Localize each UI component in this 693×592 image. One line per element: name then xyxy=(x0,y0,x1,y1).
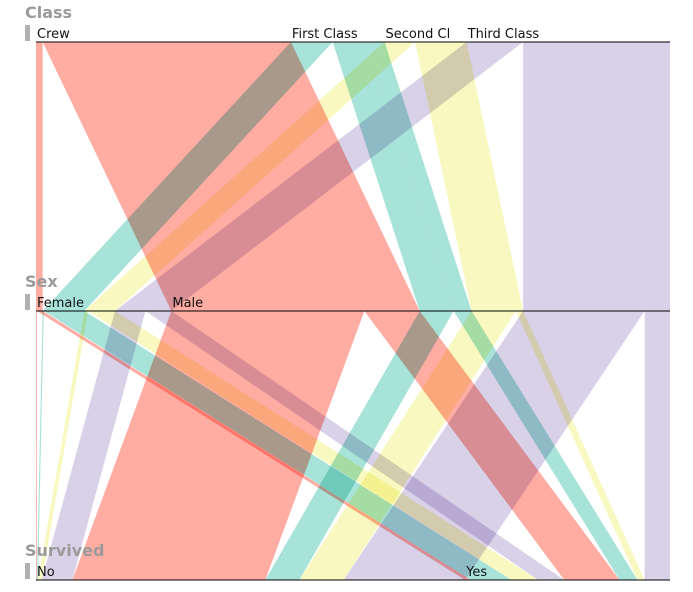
dimension-handle-class[interactable] xyxy=(25,25,30,41)
ribbon-first-class-female-yes-class-to-sex[interactable] xyxy=(43,42,333,311)
ribbon-third-class-male-yes-class-to-sex[interactable] xyxy=(644,42,670,311)
ribbon-third-class-female-no-sex-to-survived[interactable] xyxy=(41,311,146,580)
ribbons-layer xyxy=(36,42,670,580)
ribbon-third-class-female-yes-class-to-sex[interactable] xyxy=(145,42,524,311)
ribbon-second-cl-female-yes-class-to-sex[interactable] xyxy=(88,42,416,311)
ribbon-second-cl-female-no-class-to-sex[interactable] xyxy=(84,42,389,311)
ribbon-first-class-female-no-sex-to-survived[interactable] xyxy=(36,311,44,580)
category-label-class-crew[interactable]: Crew xyxy=(37,27,70,42)
ribbon-crew-female-no-class-to-sex[interactable] xyxy=(36,42,37,311)
axes-layer: Class Crew First Class Second Cl Third Class… xyxy=(25,3,670,581)
category-label-class-second-cl[interactable]: Second Cl xyxy=(386,27,451,42)
dimension-handle-sex[interactable] xyxy=(25,294,30,310)
dimension-title-sex[interactable]: Sex xyxy=(25,272,58,291)
ribbon-second-cl-male-no-sex-to-survived[interactable] xyxy=(299,311,516,580)
ribbon-third-class-male-no-sex-to-survived[interactable] xyxy=(343,311,645,580)
ribbon-second-cl-male-yes-class-to-sex[interactable] xyxy=(459,42,524,311)
ribbon-second-cl-male-no-class-to-sex[interactable] xyxy=(415,42,516,311)
category-label-survived-no[interactable]: No xyxy=(37,565,55,580)
ribbon-third-class-male-no-class-to-sex[interactable] xyxy=(523,42,645,311)
category-label-class-first-class[interactable]: First Class xyxy=(292,27,358,42)
category-label-sex-male[interactable]: Male xyxy=(172,296,203,311)
ribbon-third-class-male-yes-sex-to-survived[interactable] xyxy=(644,311,670,580)
ribbon-first-class-female-no-class-to-sex[interactable] xyxy=(42,42,293,311)
ribbon-crew-female-no-sex-to-survived[interactable] xyxy=(36,311,37,580)
category-label-survived-yes[interactable]: Yes xyxy=(465,565,487,580)
category-label-sex-female[interactable]: Female xyxy=(37,296,84,311)
category-label-class-third-class[interactable]: Third Class xyxy=(467,27,540,42)
ribbon-first-class-male-no-class-to-sex[interactable] xyxy=(332,42,454,311)
ribbon-second-cl-female-no-sex-to-survived[interactable] xyxy=(38,311,89,580)
ribbon-crew-female-yes-class-to-sex[interactable] xyxy=(36,42,43,311)
dimension-title-class[interactable]: Class xyxy=(25,3,72,22)
dimension-title-survived[interactable]: Survived xyxy=(25,541,104,560)
ribbon-crew-male-no-sex-to-survived[interactable] xyxy=(72,311,365,580)
ribbon-third-class-female-no-class-to-sex[interactable] xyxy=(114,42,498,311)
dimension-handle-survived[interactable] xyxy=(25,563,30,579)
